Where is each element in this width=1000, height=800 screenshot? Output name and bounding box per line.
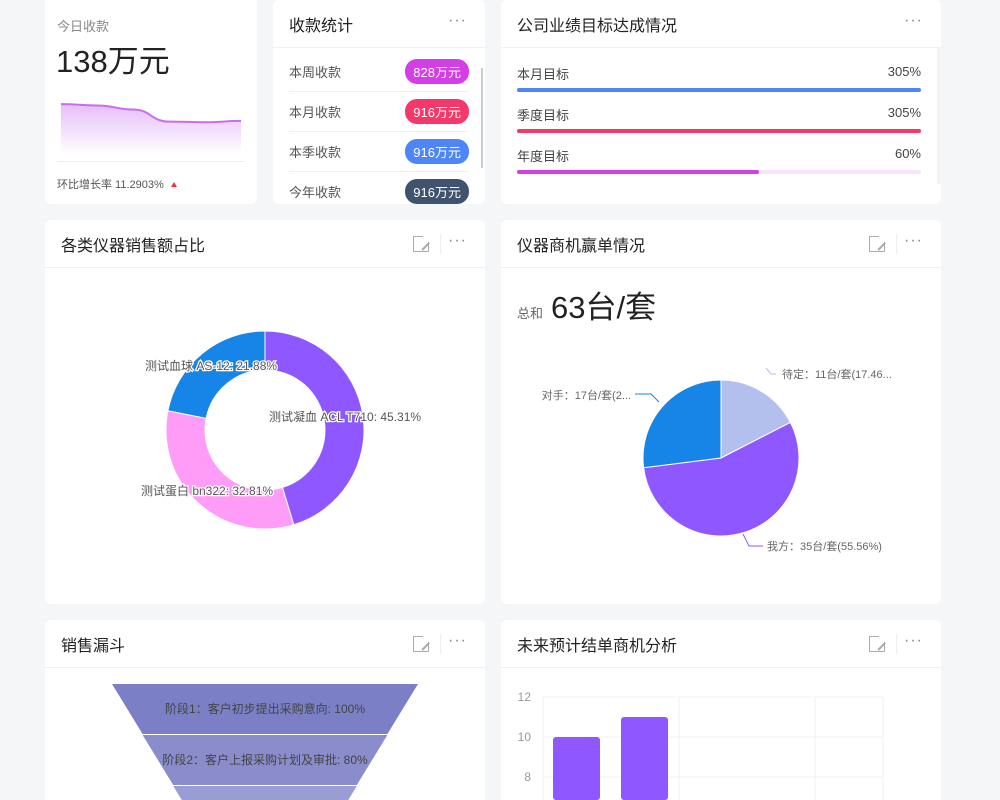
donut-chart: 测试凝血 ACL T710: 45.31% 测试蛋白 bn322: 32.81% 测… <box>140 330 423 530</box>
sales-funnel-card: 销售漏斗 ··· 阶段1：客户初步提出采购意向: 100% 阶段2：客户上报采购计… <box>45 620 485 800</box>
pie-slice-label: 对手：17台/套(2... <box>542 388 631 402</box>
divider <box>896 234 897 254</box>
collection-value-badge: 916万元 <box>405 99 469 124</box>
funnel-chart: 阶段1：客户初步提出采购意向: 100% 阶段2：客户上报采购计划及审批: 80% <box>112 684 418 800</box>
today-value: 138万元 <box>56 44 170 79</box>
forecast-card: 未来预计结单商机分析 ··· 12 10 8 <box>501 620 941 800</box>
more-icon[interactable]: ··· <box>448 632 467 649</box>
divider <box>57 161 245 162</box>
up-arrow-icon <box>170 181 177 187</box>
donut-slice <box>167 330 266 419</box>
pie-slice <box>643 421 800 537</box>
today-title: 今日收款 <box>57 19 110 34</box>
instrument-sales-share-card: 各类仪器销售额占比 ··· 测试凝血 ACL T710: 45.31% 测试蛋白 … <box>45 220 485 604</box>
pie-slice <box>720 379 792 459</box>
y-tick-label: 8 <box>524 770 531 784</box>
goal-label: 本月目标 <box>517 67 570 82</box>
goal-label: 年度目标 <box>517 149 570 164</box>
donut-slice-label: 测试蛋白 bn322: 32.81% <box>141 483 273 498</box>
goal-value: 305% <box>887 105 921 120</box>
pie-slice-label: 我方：35台/套(55.56%) <box>767 539 882 553</box>
bar <box>553 737 600 800</box>
goals-card: 公司业绩目标达成情况 ··· 本月目标 305% 季度目标 305% 年度目标 60% <box>501 0 941 204</box>
pie-chart: 待定：11台/套(17.46... 我方：35台/套(55.56%) 对手：17台/… <box>542 367 892 553</box>
total-label: 总和 <box>517 306 544 321</box>
collection-item: 今年收款 916万元 <box>289 172 469 204</box>
donut-slice <box>165 410 295 530</box>
goal-progress-fill <box>517 170 760 174</box>
sparkline-area <box>61 104 241 152</box>
goal-progress-fill <box>517 88 921 92</box>
card-title: 未来预计结单商机分析 <box>517 637 678 655</box>
expand-icon[interactable] <box>413 635 430 652</box>
funnel-stage-label: 阶段1：客户初步提出采购意向: 100% <box>165 701 365 716</box>
goal-value: 60% <box>894 146 921 161</box>
more-icon[interactable]: ··· <box>904 232 923 249</box>
more-icon[interactable]: ··· <box>448 232 467 249</box>
collection-value-badge: 916万元 <box>405 179 469 204</box>
goal-progress-bar <box>517 88 921 92</box>
goal-progress-bar <box>517 129 921 133</box>
collection-stats-card: 收款统计 ··· 本周收款 828万元 本月收款 916万元 本季收款 916万元 今年收款 9… <box>273 0 485 204</box>
goal-item: 本月目标 305% <box>517 48 921 92</box>
goal-progress-fill <box>517 129 921 133</box>
collection-label: 本季收款 <box>289 145 342 160</box>
card-title: 公司业绩目标达成情况 <box>517 17 678 35</box>
pie-leader-line <box>742 533 763 547</box>
donut-slice-label: 测试凝血 ACL T710: 45.31% <box>269 409 421 424</box>
more-icon[interactable]: ··· <box>448 12 467 29</box>
more-icon[interactable]: ··· <box>904 632 923 649</box>
sparkline-chart <box>60 103 242 152</box>
donut-slice-label: 测试血球 AS-12: 21.88% <box>145 358 277 373</box>
collection-label: 本周收款 <box>289 65 342 80</box>
today-collection-card: 今日收款 138万元 环比增长率 11.2903% <box>45 0 257 204</box>
y-tick-label: 10 <box>518 730 532 744</box>
growth-rate-label: 环比增长率 11.2903% <box>57 179 164 191</box>
donut-slice <box>264 330 365 526</box>
goals-list: 本月目标 305% 季度目标 305% 年度目标 60% <box>501 48 941 174</box>
divider <box>440 634 441 654</box>
bar <box>621 717 668 800</box>
scrollbar-track[interactable] <box>937 48 941 184</box>
funnel-stage-label: 阶段2：客户上报采购计划及审批: 80% <box>162 752 368 767</box>
collection-item: 本季收款 916万元 <box>289 132 469 172</box>
total-value: 63台/套 <box>551 290 657 325</box>
pie-slice <box>642 379 722 469</box>
y-tick-label: 12 <box>518 690 532 704</box>
collection-list: 本周收款 828万元 本月收款 916万元 本季收款 916万元 今年收款 916万元 <box>273 48 485 204</box>
pie-leader-line <box>765 367 776 375</box>
funnel-stage <box>142 735 388 785</box>
card-title: 收款统计 <box>289 17 354 35</box>
sparkline-line <box>60 103 242 124</box>
card-title: 销售漏斗 <box>61 637 126 655</box>
goal-item: 年度目标 60% <box>517 133 921 174</box>
goal-label: 季度目标 <box>517 108 570 123</box>
expand-icon[interactable] <box>413 235 430 252</box>
collection-label: 本月收款 <box>289 105 342 120</box>
expand-icon[interactable] <box>869 635 886 652</box>
collection-item: 本月收款 916万元 <box>289 92 469 132</box>
win-status-card: 仪器商机赢单情况 ··· 总和 63台/套 待定：11台/套(17.46... 我… <box>501 220 941 604</box>
collection-value-badge: 916万元 <box>405 139 469 164</box>
goal-progress-bar <box>517 170 921 174</box>
goal-value: 305% <box>887 64 921 79</box>
more-icon[interactable]: ··· <box>904 12 923 29</box>
card-title: 各类仪器销售额占比 <box>61 237 206 255</box>
scrollbar[interactable] <box>481 68 483 168</box>
collection-item: 本周收款 828万元 <box>289 52 469 92</box>
funnel-stage <box>112 684 418 734</box>
collection-value-badge: 828万元 <box>405 59 469 84</box>
goal-item: 季度目标 305% <box>517 92 921 133</box>
funnel-stage <box>173 786 357 800</box>
bar-chart: 12 10 8 <box>518 690 884 800</box>
collection-label: 今年收款 <box>289 185 342 200</box>
card-title: 仪器商机赢单情况 <box>517 237 646 255</box>
pie-slice-label: 待定：11台/套(17.46... <box>782 367 892 381</box>
expand-icon[interactable] <box>869 235 886 252</box>
divider <box>440 234 441 254</box>
pie-leader-line <box>635 393 660 403</box>
divider <box>896 634 897 654</box>
